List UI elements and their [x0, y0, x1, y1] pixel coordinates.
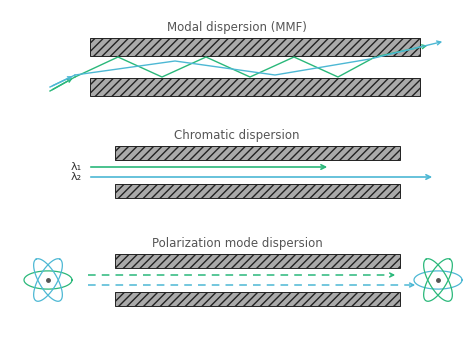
- Bar: [90, 78, 420, 96]
- Text: Chromatic dispersion: Chromatic dispersion: [174, 129, 300, 142]
- Text: Polarization mode dispersion: Polarization mode dispersion: [152, 236, 322, 250]
- Bar: [90, 38, 420, 56]
- Text: λ₁: λ₁: [71, 162, 82, 172]
- Text: Modal dispersion (MMF): Modal dispersion (MMF): [167, 21, 307, 33]
- Bar: [115, 184, 400, 198]
- Bar: [115, 146, 400, 160]
- Bar: [115, 254, 400, 268]
- Text: λ₂: λ₂: [71, 172, 82, 182]
- Bar: [115, 292, 400, 306]
